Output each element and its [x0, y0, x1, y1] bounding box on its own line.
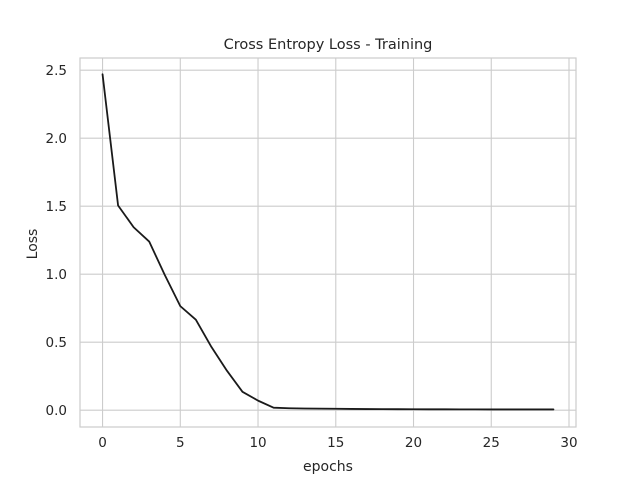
x-tick-label: 15 [327, 435, 344, 451]
loss-series-line [101, 73, 555, 411]
x-axis-label: epochs [303, 459, 353, 475]
y-tick-label: 2.0 [46, 131, 67, 147]
x-tick-label: 10 [249, 435, 266, 451]
x-tick-label: 30 [560, 435, 577, 451]
x-tick-label: 20 [405, 435, 422, 451]
y-tick-label: 1.5 [46, 199, 67, 215]
x-tick-label: 0 [98, 435, 107, 451]
x-ticks: 0 5 10 15 20 25 30 [98, 435, 577, 451]
y-tick-label: 2.5 [46, 63, 67, 79]
y-tick-label: 1.0 [46, 267, 67, 283]
y-tick-label: 0.5 [46, 335, 67, 351]
y-ticks: 0.0 0.5 1.0 1.5 2.0 2.5 [46, 63, 67, 419]
y-axis-label: Loss [25, 229, 41, 260]
series-layer [101, 73, 555, 411]
y-tick-label: 0.0 [46, 403, 67, 419]
x-tick-label: 5 [176, 435, 185, 451]
grid [80, 58, 576, 427]
plot-frame [79, 57, 577, 428]
chart-title: Cross Entropy Loss - Training [224, 37, 433, 53]
x-tick-label: 25 [483, 435, 500, 451]
